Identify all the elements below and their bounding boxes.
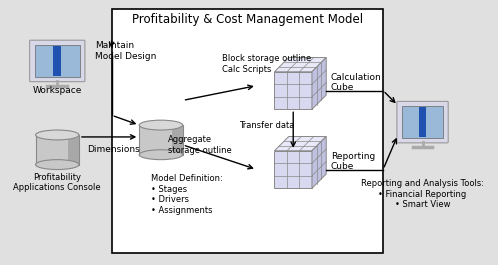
Ellipse shape [35, 130, 79, 140]
FancyBboxPatch shape [29, 40, 85, 82]
Bar [274, 72, 312, 109]
Bar [53, 46, 61, 76]
Text: Profitability & Cost Management Model: Profitability & Cost Management Model [132, 13, 363, 26]
Bar [419, 107, 426, 137]
Text: Transfer data: Transfer data [239, 121, 294, 130]
Ellipse shape [139, 120, 183, 130]
Ellipse shape [139, 150, 183, 160]
Text: Workspace: Workspace [32, 86, 82, 95]
Ellipse shape [35, 160, 79, 170]
Bar [274, 151, 312, 188]
FancyBboxPatch shape [397, 101, 448, 143]
Text: Aggregate
storage outline: Aggregate storage outline [168, 135, 232, 154]
Bar [172, 125, 183, 155]
Text: Calculation
Cube: Calculation Cube [331, 73, 381, 92]
Text: Block storage outline
Calc Scripts: Block storage outline Calc Scripts [222, 54, 311, 74]
Text: Dimensions: Dimensions [87, 145, 139, 154]
Polygon shape [312, 58, 326, 109]
Text: Reporting
Cube: Reporting Cube [331, 152, 375, 171]
Bar [35, 135, 79, 165]
Polygon shape [312, 136, 326, 188]
Polygon shape [274, 136, 326, 151]
Text: Profitability
Applications Console: Profitability Applications Console [13, 173, 101, 192]
Bar [68, 135, 79, 165]
Bar [112, 8, 383, 253]
Bar [402, 106, 443, 138]
Polygon shape [274, 58, 326, 72]
Bar [139, 125, 183, 155]
Text: Maintain
Model Design: Maintain Model Design [95, 41, 156, 61]
Bar [34, 45, 80, 77]
Text: Reporting and Analysis Tools:
• Financial Reporting
• Smart View: Reporting and Analysis Tools: • Financia… [361, 179, 484, 209]
Text: Model Definition:
• Stages
• Drivers
• Assignments: Model Definition: • Stages • Drivers • A… [151, 174, 223, 215]
